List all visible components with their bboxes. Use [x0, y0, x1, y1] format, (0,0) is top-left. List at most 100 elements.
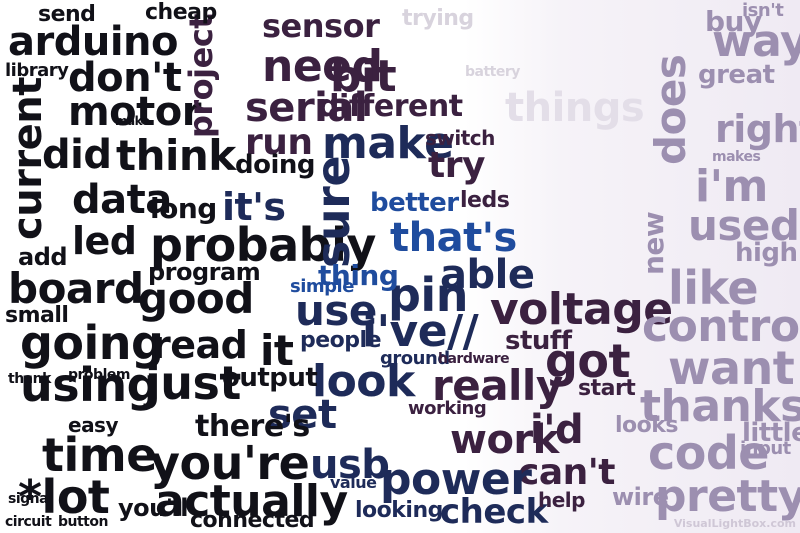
cloud-word: need: [262, 41, 383, 92]
cloud-word: can't: [518, 452, 616, 493]
cloud-word: it's: [222, 185, 286, 229]
cloud-word: better: [370, 188, 459, 218]
cloud-word: serial: [245, 85, 368, 131]
cloud-word: don't: [68, 55, 182, 101]
cloud-word: data: [72, 177, 172, 223]
cloud-word: time: [42, 428, 157, 482]
cloud-word: got: [545, 334, 631, 388]
cloud-word: that's: [390, 215, 517, 261]
cloud-word: people: [300, 328, 382, 353]
cloud-word: thanks: [640, 381, 800, 432]
cloud-word: little: [742, 418, 800, 448]
cloud-word: probably: [150, 218, 376, 272]
cloud-word: run: [245, 122, 313, 163]
watermark-text: VisualLightBox.com: [673, 517, 796, 530]
cloud-word: doing: [235, 150, 316, 180]
cloud-word: try: [428, 145, 485, 186]
cloud-word: really: [432, 361, 563, 410]
cloud-word: i'd: [530, 407, 584, 453]
cloud-word: want: [668, 341, 795, 395]
cloud-word: usb: [310, 442, 390, 488]
cloud-word: like: [668, 261, 759, 315]
cloud-word: able: [440, 252, 535, 298]
cloud-word: isn't: [742, 0, 784, 21]
cloud-word: think: [116, 131, 236, 180]
cloud-word: pretty: [655, 471, 800, 522]
cloud-word: does: [646, 54, 695, 165]
cloud-word: there's: [195, 409, 310, 444]
cloud-word: makes: [712, 149, 761, 165]
cloud-word: long: [150, 192, 217, 225]
cloud-word: sensor: [262, 7, 380, 45]
cloud-word: leds: [460, 188, 510, 213]
cloud-word: set: [268, 392, 337, 438]
cloud-word: new: [637, 211, 670, 275]
cloud-word: control: [642, 301, 800, 352]
cloud-word: wire: [612, 483, 669, 511]
cloud-word: different: [318, 89, 463, 124]
cloud-word: buy: [705, 5, 762, 38]
cloud-word: way: [712, 16, 800, 67]
cloud-word: right: [715, 107, 800, 151]
cloud-word: look: [312, 356, 415, 407]
cloud-word: going: [20, 316, 164, 370]
cloud-word: read: [152, 323, 248, 367]
cloud-word: output: [222, 363, 318, 393]
cloud-word: input: [740, 438, 791, 459]
cloud-word: thing: [318, 259, 399, 292]
cloud-word: i'm: [695, 161, 768, 212]
cloud-word: check: [440, 492, 548, 532]
cloud-word: connected: [190, 508, 315, 533]
cloud-word: good: [138, 274, 254, 323]
cloud-word: hardware: [438, 351, 510, 367]
cloud-word: value: [330, 473, 377, 492]
cloud-word: pin: [388, 268, 468, 322]
cloud-word: library: [5, 60, 69, 81]
cloud-word: actually: [155, 476, 348, 527]
cloud-word: you're: [150, 436, 310, 490]
cloud-word: great: [698, 60, 775, 90]
cloud-word: battery: [465, 64, 520, 80]
cloud-word: bit: [330, 51, 397, 102]
cloud-word: high: [735, 238, 798, 268]
cloud-word: cheap: [145, 0, 217, 25]
cloud-word: start: [578, 376, 636, 401]
cloud-word: make: [322, 118, 454, 169]
cloud-word: led: [72, 219, 137, 263]
cloud-word: did: [42, 132, 112, 178]
cloud-word: using: [20, 358, 160, 412]
cloud-word: stuff: [505, 326, 572, 356]
cloud-word: working: [408, 398, 487, 419]
cloud-word: it: [260, 326, 294, 375]
cloud-word: trying: [402, 6, 474, 31]
cloud-word: looking: [355, 498, 443, 523]
cloud-word: you'll: [118, 494, 189, 522]
cloud-word: just: [145, 356, 241, 410]
cloud-word: *lot: [18, 470, 110, 524]
cloud-word: program: [148, 258, 261, 286]
cloud-word: thank: [8, 371, 51, 387]
cloud-word: power: [380, 454, 532, 505]
cloud-word: send: [38, 2, 96, 27]
cloud-word: i've//: [362, 306, 479, 357]
cloud-word: sure: [306, 155, 360, 268]
cloud-word: make: [115, 114, 150, 128]
cloud-word: simple: [290, 276, 354, 297]
cloud-word: looks: [615, 413, 679, 438]
cloud-word: problem: [68, 367, 130, 383]
cloud-word: help: [538, 488, 585, 512]
cloud-word: code: [648, 426, 770, 480]
cloud-word: button: [58, 514, 108, 530]
cloud-word: add: [18, 243, 68, 271]
cloud-word: use: [295, 286, 377, 335]
cloud-word: switch: [425, 126, 495, 150]
cloud-word: ground: [380, 348, 450, 369]
cloud-word: board: [8, 264, 144, 313]
cloud-word: signal: [8, 491, 53, 507]
cloud-word: circuit: [5, 514, 52, 530]
cloud-word: easy: [68, 413, 119, 437]
cloud-word: motor: [68, 89, 202, 135]
cloud-word: things: [505, 85, 645, 131]
cloud-word: small: [5, 303, 69, 328]
